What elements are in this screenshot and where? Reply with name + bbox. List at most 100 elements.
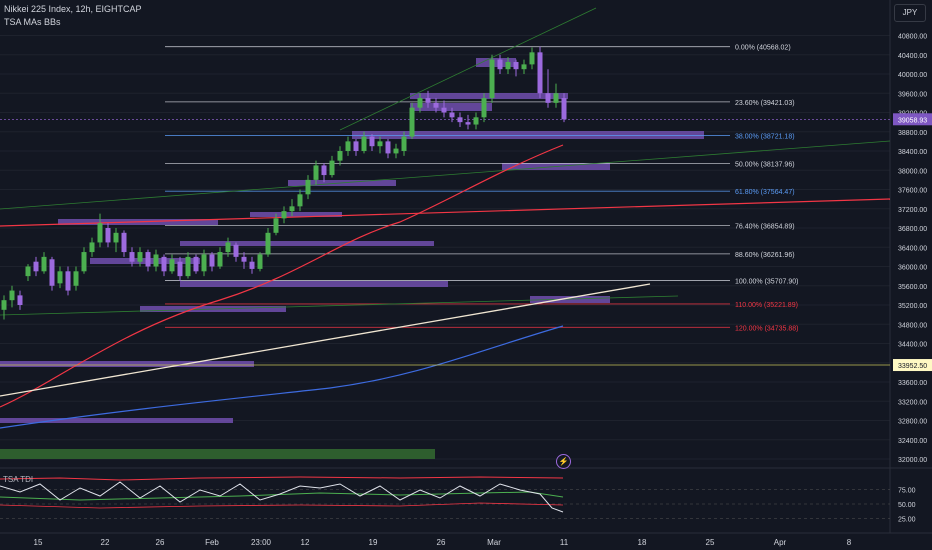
price-tick-label: 33200.00	[898, 399, 927, 406]
candle-body	[401, 136, 407, 151]
osc-tick-label: 50.00	[898, 502, 916, 509]
osc-mid-band	[0, 502, 564, 509]
candle-body	[185, 256, 191, 277]
candle-body	[345, 141, 351, 151]
time-tick-label: 18	[638, 538, 647, 547]
osc-signal-line	[0, 491, 564, 501]
time-tick-label: Feb	[205, 538, 219, 547]
candle-body	[41, 256, 47, 272]
candle-body	[209, 254, 215, 267]
candle-body	[113, 232, 119, 243]
ma-red-slow	[0, 198, 891, 227]
fib-level-label: 23.60% (39421.03)	[735, 100, 795, 107]
candle-body	[161, 256, 167, 272]
candle-body	[169, 259, 175, 272]
candle-body	[505, 61, 511, 70]
price-tick-label: 37600.00	[898, 188, 927, 195]
candle-body	[561, 98, 567, 120]
current-price-badge	[893, 113, 932, 126]
price-tick-label: 38000.00	[898, 168, 927, 175]
marker-price-badge	[893, 359, 932, 372]
candle-body	[57, 271, 63, 284]
price-axis[interactable]: 40800.0040400.0040000.0039600.0039200.00…	[893, 34, 932, 524]
price-tick-label: 32400.00	[898, 438, 927, 445]
candle-body	[417, 98, 423, 108]
price-tick-label: 33600.00	[898, 380, 927, 387]
time-tick-label: 26	[437, 538, 446, 547]
candle-body	[353, 141, 359, 151]
candle-body	[1, 300, 7, 310]
price-tick-label: 36400.00	[898, 245, 927, 252]
candle-body	[361, 136, 367, 151]
candle-body	[545, 93, 551, 103]
candle-body	[425, 98, 431, 103]
candle-body	[513, 61, 519, 70]
trend-line-upper	[339, 7, 597, 131]
zone-rect	[180, 241, 434, 246]
candle-body	[465, 122, 471, 125]
current-price-label: 39058.93	[898, 117, 927, 124]
candle-body	[25, 266, 31, 277]
candle-body	[369, 136, 375, 147]
time-tick-label: 8	[847, 538, 852, 547]
price-tick-label: 36800.00	[898, 226, 927, 233]
time-axis[interactable]: 15 22 26 Feb 23:00 12 19 26 Mar 11 18 25 Apr 8	[34, 538, 852, 547]
candle-body	[289, 206, 295, 212]
lightning-icon[interactable]: ⚡	[556, 454, 571, 469]
marker-price-label: 33952.50	[898, 363, 927, 370]
time-tick-label: Apr	[774, 538, 787, 547]
time-tick-label: 22	[101, 538, 110, 547]
time-tick-label: 26	[156, 538, 165, 547]
candle-body	[81, 252, 87, 272]
osc-upper-band	[0, 476, 564, 481]
osc-tick-label: 75.00	[898, 488, 916, 495]
candle-body	[481, 98, 487, 118]
candle-body	[201, 254, 207, 272]
candle-body	[97, 223, 103, 243]
time-tick-label: 19	[369, 538, 378, 547]
fib-level-label: 38.00% (38721.18)	[735, 134, 795, 141]
candle-body	[553, 93, 559, 103]
candle-body	[225, 242, 231, 253]
price-tick-label: 37200.00	[898, 207, 927, 214]
oscillator-label[interactable]: TSA TDI	[3, 475, 34, 484]
indicator-label[interactable]: TSA MAs BBs	[4, 17, 61, 27]
candle-body	[129, 252, 135, 262]
time-tick-label: Mar	[487, 538, 501, 547]
price-tick-label: 34400.00	[898, 342, 927, 349]
fib-level-label: 88.60% (36261.96)	[735, 252, 795, 259]
candle-body	[65, 271, 71, 291]
currency-button[interactable]: JPY	[894, 4, 926, 22]
zone-rect	[250, 212, 342, 217]
candle-body	[537, 52, 543, 94]
trend-line-lower	[0, 140, 891, 210]
candle-body	[33, 261, 39, 272]
fib-level-label: 110.00% (35221.89)	[735, 302, 798, 309]
price-tick-label: 40800.00	[898, 34, 927, 41]
candle-body	[521, 64, 527, 70]
candle-body	[377, 141, 383, 147]
candle-body	[89, 242, 95, 253]
candle-body	[337, 151, 343, 161]
candle-body	[297, 194, 303, 207]
candle-body	[217, 252, 223, 267]
time-tick-label: 25	[706, 538, 715, 547]
candle-body	[193, 256, 199, 272]
price-tick-label: 32800.00	[898, 419, 927, 426]
fib-level-label: 76.40% (36854.89)	[735, 223, 795, 230]
candle-body	[265, 232, 271, 255]
candle-body	[153, 254, 159, 267]
ma-red-fast	[0, 144, 564, 408]
candle-body	[441, 107, 447, 113]
candle-body	[489, 59, 495, 99]
price-tick-label: 32000.00	[898, 457, 927, 464]
candle-body	[409, 107, 415, 137]
price-tick-label: 38400.00	[898, 149, 927, 156]
candle-body	[497, 59, 503, 70]
zone-rect	[352, 131, 704, 139]
ma-blue	[0, 325, 564, 429]
osc-tick-label: 25.00	[898, 517, 916, 524]
candlestick-series	[1, 46, 567, 320]
zone-rect	[410, 93, 568, 99]
